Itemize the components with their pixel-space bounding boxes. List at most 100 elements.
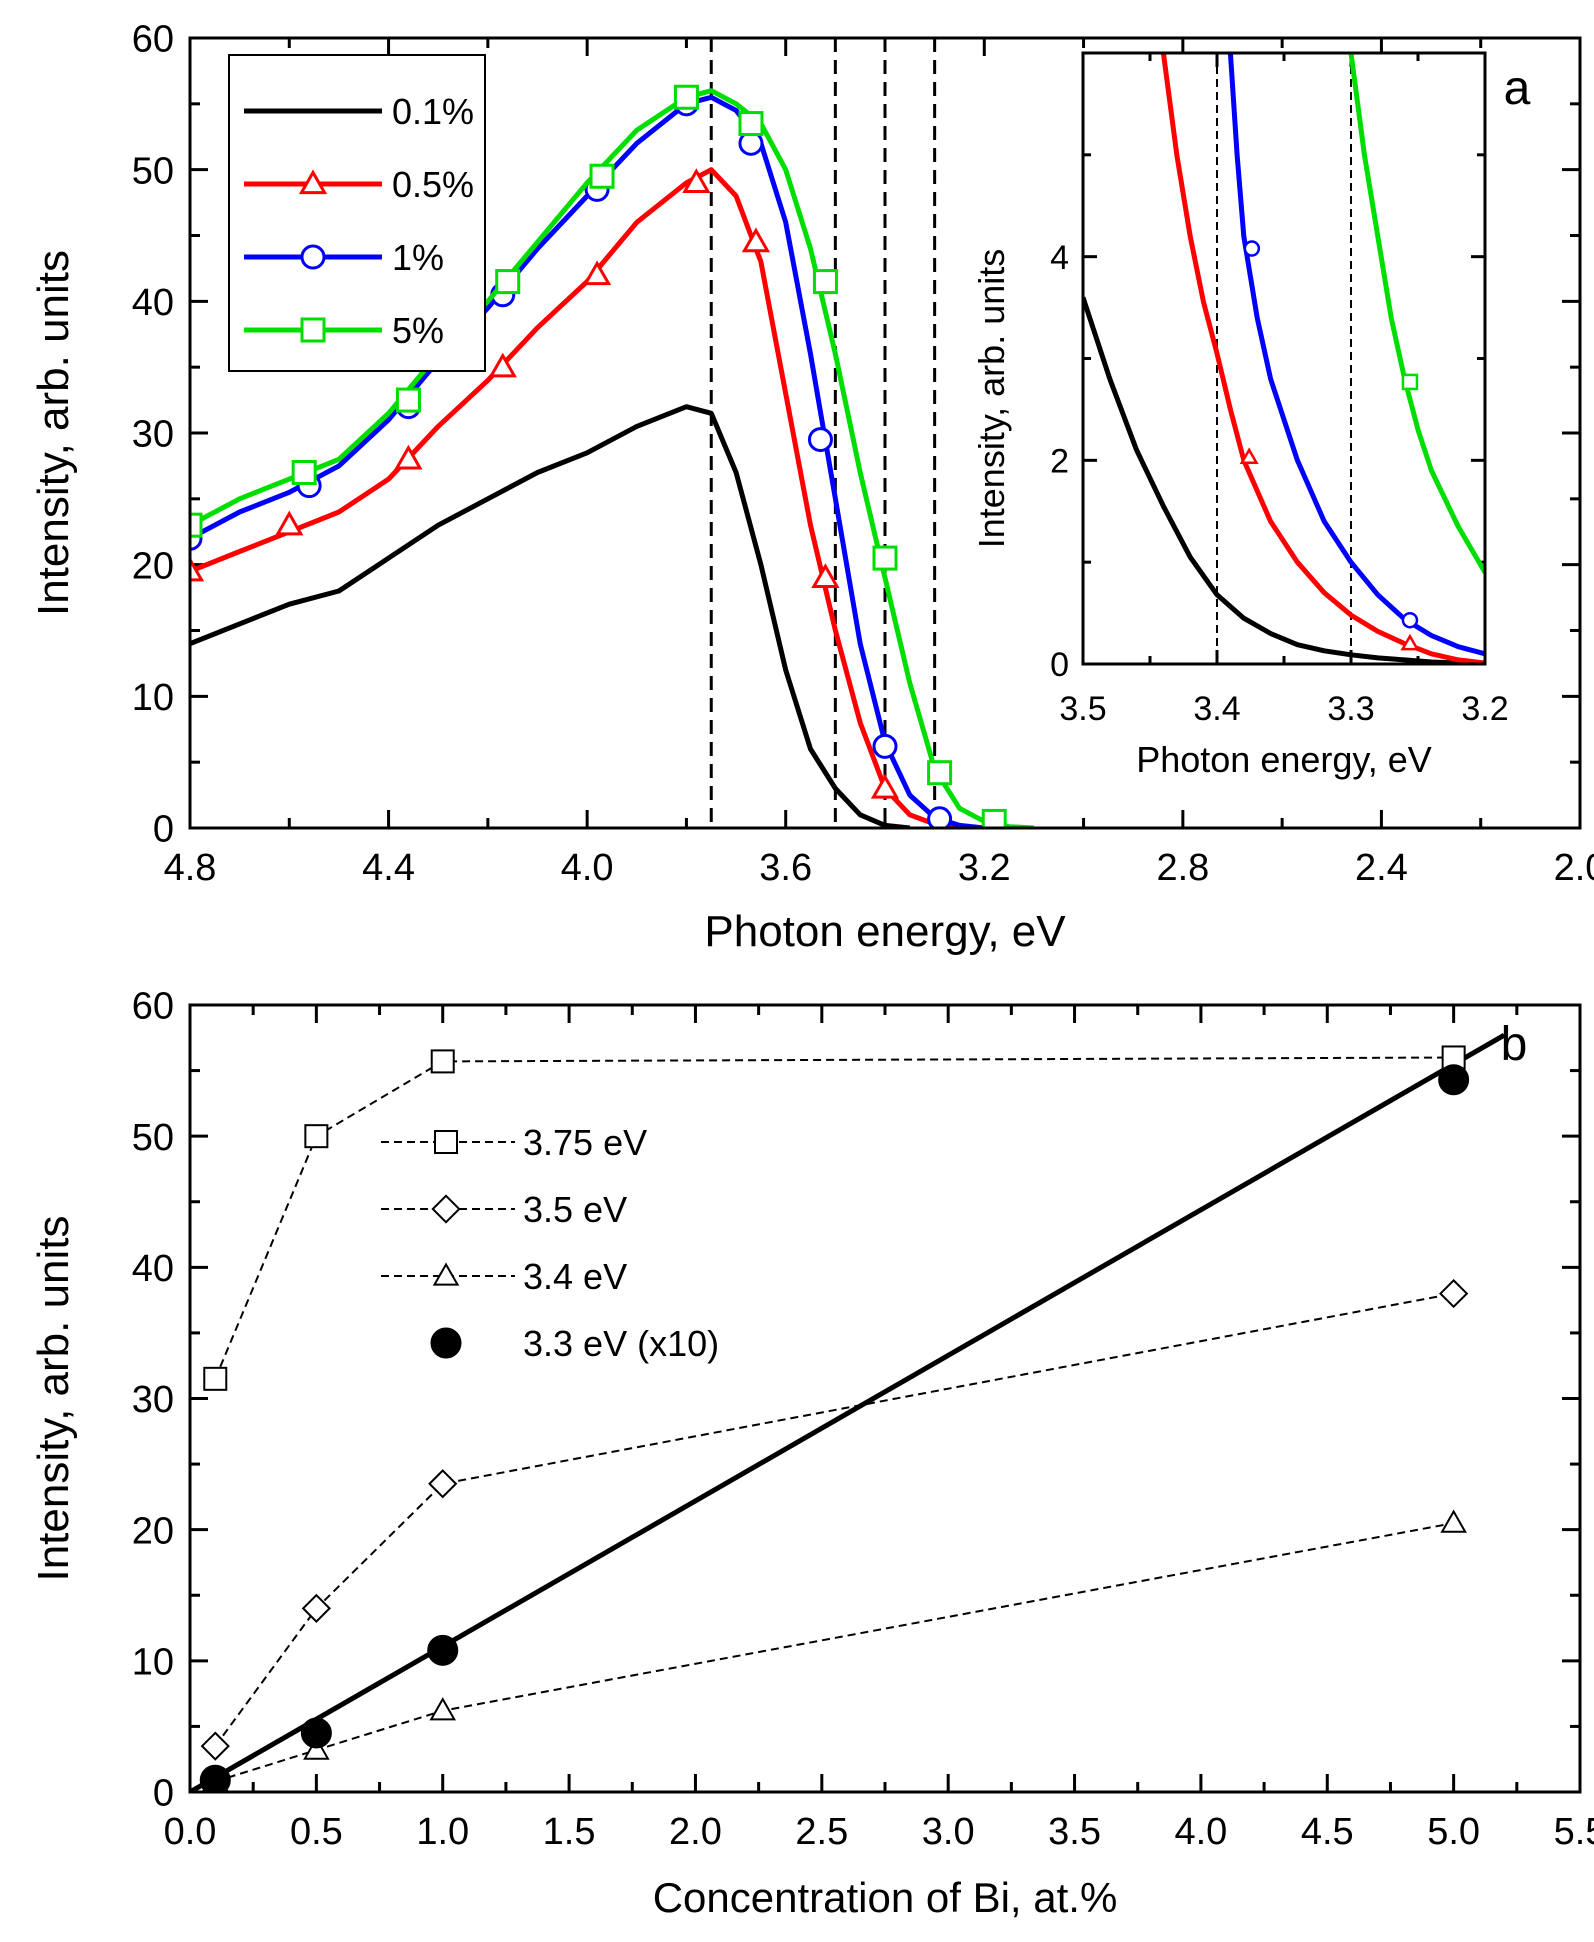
data-point-3.3 eV (x10) [427,1634,459,1666]
panel-a-legend-box [228,54,486,372]
x-tick-label: 3.0 [922,1811,975,1853]
y-tick-label: 0 [153,809,174,851]
panel-a-x-axis-label: Photon energy, eV [704,907,1066,956]
panel-b-ticks: 0.0 0.5 1.0 1.5 2.0 2.5 3.0 3.5 4.0 4.5 5.0 5.5 0 10 2… [132,986,1594,1853]
data-point-1% [872,733,898,759]
inset-series-line-1% [1227,53,1485,657]
x-tick-label: 3.5 [1048,1811,1101,1853]
legend-label-3.5 eV: 3.5 eV [523,1189,627,1230]
panel-b-y-axis-label: Intensity, arb. units [29,1215,78,1581]
panel-a-series [190,84,1035,828]
x-tick-label: 5.0 [1427,1811,1480,1853]
inset-series [1083,53,1485,664]
data-point-3.4 eV [429,1697,457,1721]
x-tick-label: 2.8 [1156,847,1209,889]
x-tick-label: 4.0 [1174,1811,1227,1853]
y-tick-label: 60 [132,986,174,1028]
inset-frame [1081,51,1487,666]
legend-marker-5% [300,317,326,343]
x-tick-label: 3.6 [759,847,812,889]
panel-b-frame [188,1003,1582,1794]
panel-a: 4.84.44.03.63.22.82.42.00102030405060 Ph… [29,19,1594,956]
data-point-3.75 eV [430,1049,455,1074]
data-point-3.3 eV (x10) [300,1717,332,1749]
series-line-3.75 eV [214,1056,1454,1380]
data-point-5% [981,808,1007,828]
data-point-5% [927,760,953,786]
data-point-3.4 eV [1440,1509,1467,1533]
inset-data-point-5% [1401,373,1419,391]
y-tick-label: 0 [153,1773,174,1815]
panel-a-frame [188,36,1582,830]
legend-label-3.4 eV: 3.4 eV [523,1256,627,1297]
data-point-1% [807,427,833,453]
legend-label-5%: 5% [392,310,444,351]
linear-fit-line [190,1033,1506,1792]
x-tick-label: 1.0 [416,1811,469,1853]
inset-x-axis-label: Photon energy, eV [1136,739,1432,780]
panel-a-letter: a [1504,62,1531,115]
y-tick-label: 10 [132,1642,174,1684]
inset-data-point-1% [1243,240,1261,257]
inset-chart: 3.5 3.4 3.3 3.2 0 2 4 Photon energy, eV Intens… [971,51,1509,780]
y-tick-label: 50 [132,150,174,192]
legend-marker-3.5 eV [431,1194,461,1224]
legend-label-0.1%: 0.1% [392,91,474,132]
data-point-3.3 eV (x10) [199,1764,231,1792]
data-point-3.75 eV [203,1366,228,1391]
data-point-5% [589,163,615,189]
data-point-5% [872,545,898,571]
data-point-0.5% [488,352,517,378]
y-tick-label: 30 [132,1379,174,1421]
y-tick-label: 50 [132,1117,174,1159]
x-tick-label: 4.4 [362,847,415,889]
y-tick-label: 0 [1050,646,1069,684]
panel-a-legend-items: 0.1% 0.5% 1% 5% [244,91,474,351]
data-point-5% [495,269,521,295]
series-line-0.1% [190,404,911,828]
inset-data-point-0.5% [1239,447,1259,465]
data-point-3.4 eV [303,1736,330,1760]
y-tick-label: 10 [132,677,174,719]
data-point-3.5 eV [200,1731,230,1761]
data-point-5% [738,111,764,137]
data-point-0.5% [394,444,423,470]
panel-b-series [190,1033,1506,1792]
panel-a-ticks: 4.84.44.03.63.22.82.42.00102030405060 [132,19,1594,889]
data-point-5% [291,460,317,485]
y-tick-label: 40 [132,1248,174,1290]
inset-data-point-0.5% [1400,633,1420,651]
y-tick-label: 4 [1050,239,1069,277]
legend-marker-3.75 eV [434,1130,458,1154]
y-tick-label: 60 [132,19,174,61]
y-tick-label: 20 [132,545,174,587]
x-tick-label: 2.0 [669,1811,722,1853]
legend-label-3.75 eV: 3.75 eV [523,1122,647,1163]
x-tick-label: 2.4 [1355,847,1408,889]
series-line-3.5 eV [214,1292,1454,1747]
y-tick-label: 2 [1050,443,1069,481]
series-line-3.4 eV [215,1522,1454,1783]
y-tick-label: 30 [132,414,174,456]
panel-b-legend: 3.75 eV 3.5 eV 3.4 eV 3.3 eV (x10) [381,1122,719,1364]
data-point-3.3 eV (x10) [1438,1064,1470,1096]
data-point-3.75 eV [304,1124,329,1149]
x-tick-label: 3.2 [1461,690,1508,728]
panel-b: 0.0 0.5 1.0 1.5 2.0 2.5 3.0 3.5 4.0 4.5 5.0 5.5 0 10 2… [29,986,1594,1921]
x-tick-label: 2.0 [1554,847,1594,889]
data-point-3.5 eV [1439,1278,1469,1309]
x-tick-label: 4.5 [1301,1811,1354,1853]
x-tick-label: 3.2 [958,847,1011,889]
x-tick-label: 2.5 [795,1811,848,1853]
panel-a-y-axis-label: Intensity, arb. units [29,250,78,616]
x-tick-label: 3.4 [1193,690,1240,728]
data-point-0.5% [741,227,771,253]
data-point-5% [395,387,421,413]
x-tick-label: 5.5 [1554,1811,1594,1853]
data-point-5% [190,512,203,538]
x-tick-label: 3.5 [1059,690,1106,728]
data-point-5% [812,269,838,295]
inset-y-axis-label: Intensity, arb. units [971,249,1012,548]
legend-marker-3.4 eV [432,1262,460,1286]
